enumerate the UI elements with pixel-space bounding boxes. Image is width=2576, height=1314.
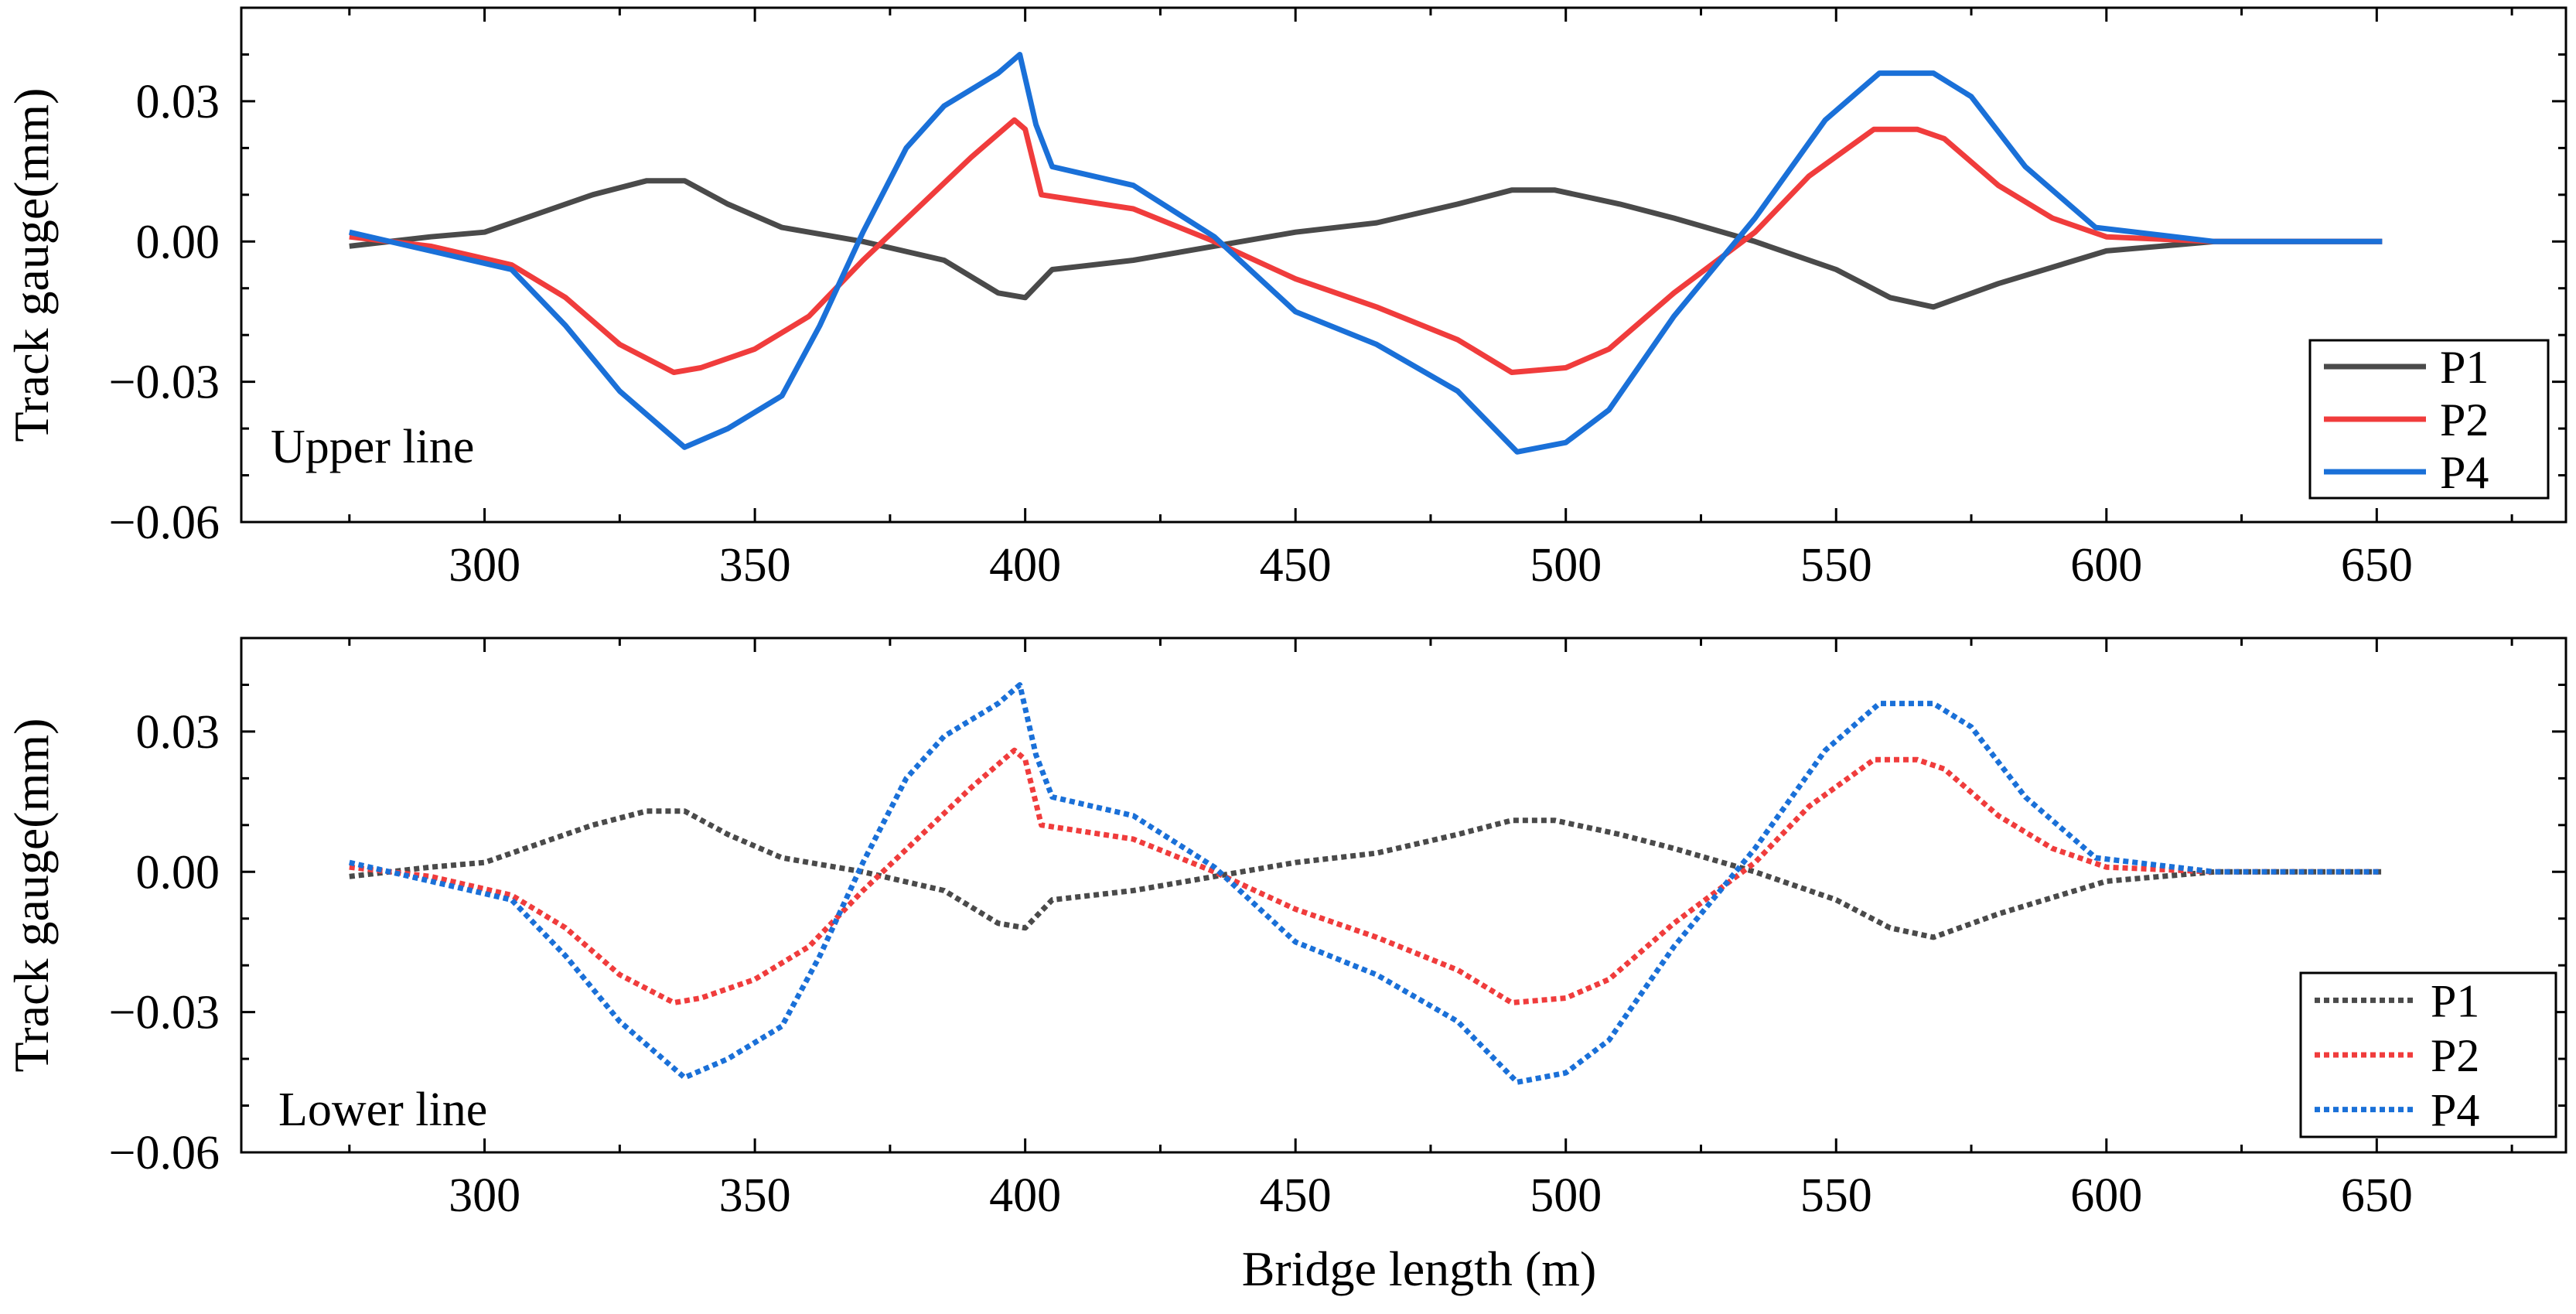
x-tick-label: 650 [2341,539,2413,592]
y-tick-label: −0.03 [109,987,220,1039]
legend-label-p4: P4 [2431,1085,2479,1136]
panel-label: Upper line [271,421,474,473]
y-tick-label: 0.00 [136,846,220,899]
legend-label-p4: P4 [2440,447,2489,498]
plot-frame [240,6,2567,524]
legend-label-p2: P2 [2440,394,2489,445]
legend-label-p1: P1 [2431,975,2479,1026]
legend-box [2299,971,2557,1138]
x-tick-label: 300 [449,1169,520,1222]
y-tick-label: 0.00 [136,216,220,268]
series-line-p4 [349,682,2383,1085]
x-tick-label: 600 [2070,1169,2142,1222]
y-axis-title: Track gauge(mm) [4,718,59,1073]
x-tick-label: 550 [1800,1169,1872,1222]
plot-frame [240,637,2567,1154]
y-tick-label: −0.06 [109,1127,220,1179]
upper-line-panel: 300 350 400 450 500 550 600 650 −0.06 −0.03 0.00 0.… [4,6,2567,592]
legend-label-p2: P2 [2431,1030,2479,1081]
x-tick-label: 500 [1530,1169,1602,1222]
x-tick-label: 300 [449,539,520,592]
x-tick-label: 550 [1800,539,1872,592]
series-line-p2 [349,747,2383,1005]
series-line-p1 [349,178,2383,310]
series-line-p2 [349,117,2383,375]
x-tick-label: 350 [719,539,791,592]
y-tick-label: −0.06 [109,497,220,549]
x-tick-label: 450 [1260,1169,1332,1222]
series-line-p1 [349,808,2383,940]
y-tick-label: 0.03 [136,706,220,759]
series-line-p4 [349,52,2383,455]
x-tick-label: 450 [1260,539,1332,592]
legend-label-p1: P1 [2440,342,2489,393]
x-tick-label: 500 [1530,539,1602,592]
lower-line-panel: 300 350 400 450 500 550 600 650 −0.06 −0.03 0.00 0.… [4,637,2567,1222]
y-axis-title: Track gauge(mm) [4,88,59,442]
x-tick-label: 400 [989,539,1061,592]
panel-label: Lower line [278,1084,487,1136]
y-tick-label: 0.03 [136,76,220,128]
x-tick-label: 600 [2070,539,2142,592]
x-tick-label: 400 [989,1169,1061,1222]
x-axis-title: Bridge length (m) [1242,1241,1597,1296]
y-tick-label: −0.03 [109,357,220,409]
x-tick-label: 650 [2341,1169,2413,1222]
x-tick-label: 350 [719,1169,791,1222]
